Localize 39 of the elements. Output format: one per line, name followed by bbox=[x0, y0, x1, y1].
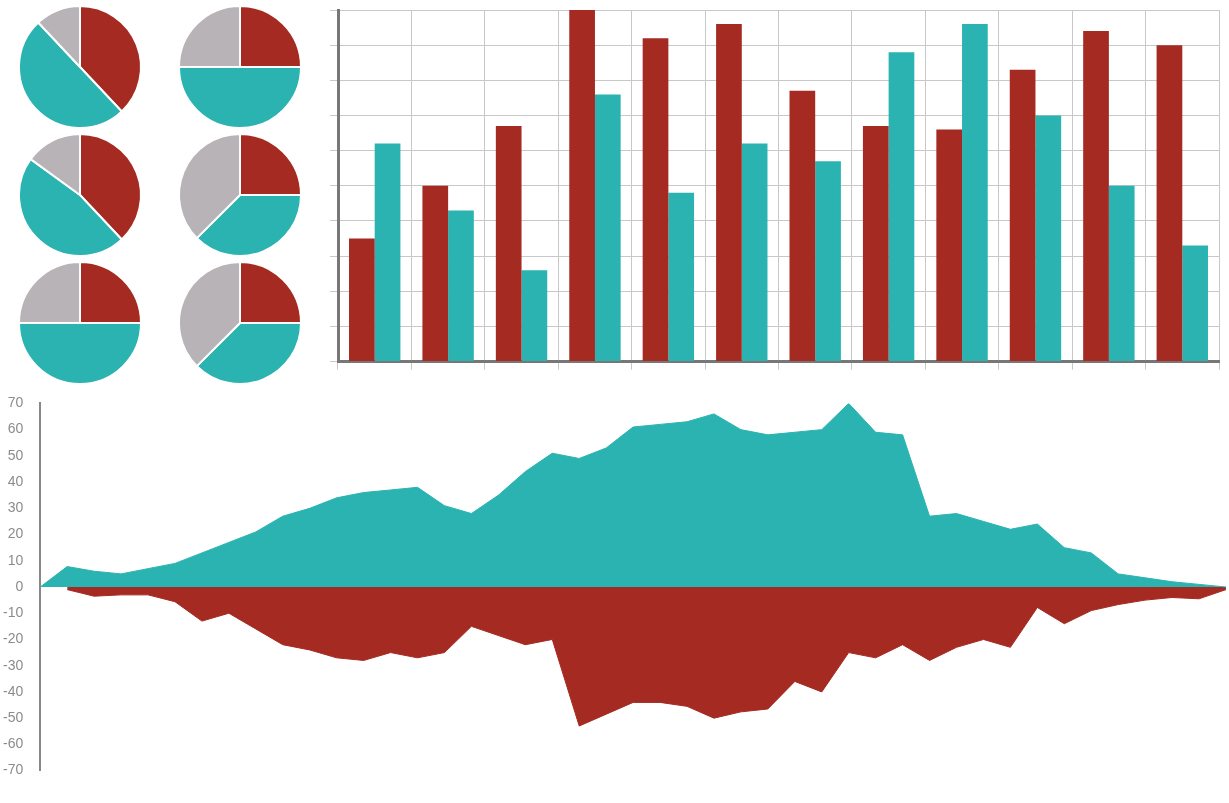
bar bbox=[936, 129, 963, 362]
y-tick-label: 20 bbox=[7, 525, 24, 542]
bar bbox=[716, 24, 742, 362]
y-tick-label: 10 bbox=[7, 551, 24, 568]
y-tick-label: 40 bbox=[7, 472, 24, 489]
bar bbox=[1035, 115, 1062, 362]
bar bbox=[668, 192, 695, 362]
bar bbox=[1083, 31, 1109, 362]
bar bbox=[642, 38, 669, 362]
bar bbox=[789, 90, 816, 362]
bar bbox=[962, 24, 988, 362]
bar bbox=[495, 126, 522, 362]
bar bbox=[1108, 185, 1135, 362]
bar bbox=[1156, 45, 1183, 362]
bar bbox=[741, 143, 768, 362]
y-tick-label: -20 bbox=[3, 630, 24, 647]
bar bbox=[862, 126, 889, 362]
bar bbox=[1182, 245, 1208, 362]
bar bbox=[815, 161, 841, 362]
bar bbox=[594, 94, 621, 362]
bar bbox=[448, 210, 474, 362]
bar bbox=[569, 10, 595, 362]
y-tick-label: 50 bbox=[7, 446, 24, 463]
bar bbox=[349, 238, 375, 362]
bar bbox=[374, 143, 401, 362]
y-tick-label: 0 bbox=[15, 577, 24, 594]
y-tick-label: -40 bbox=[3, 682, 24, 699]
bar bbox=[521, 270, 548, 362]
y-tick-label: 70 bbox=[7, 394, 24, 411]
y-tick-label: -50 bbox=[3, 709, 24, 725]
y-tick-label: -10 bbox=[3, 604, 24, 621]
y-tick-label: -60 bbox=[3, 735, 24, 752]
y-tick-label: -70 bbox=[3, 761, 24, 778]
bar bbox=[422, 185, 449, 362]
bar bbox=[888, 52, 915, 362]
y-tick-label: -30 bbox=[3, 656, 24, 673]
y-tick-label: 60 bbox=[7, 420, 24, 437]
y-tick-label: 30 bbox=[7, 499, 24, 516]
bar bbox=[1009, 69, 1036, 362]
